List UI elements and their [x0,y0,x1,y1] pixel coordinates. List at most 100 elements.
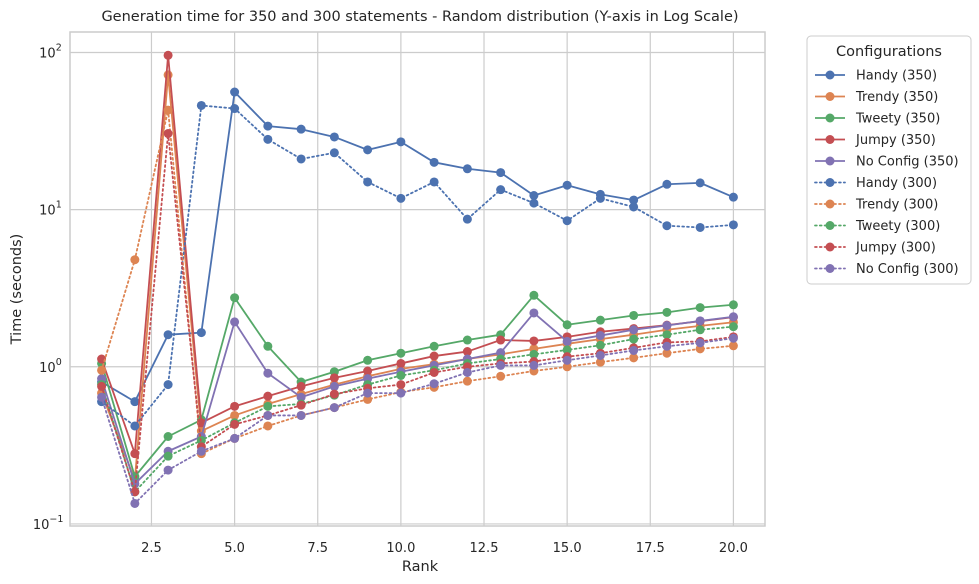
x-tick-label: 2.5 [141,541,162,556]
data-point [429,177,439,187]
data-point [296,400,306,410]
x-axis-ticks: 2.5 5.0 7.5 10.0 12.5 15.0 17.5 20.0 [141,541,748,556]
data-point [662,321,672,331]
data-point [629,334,639,344]
data-point [230,401,240,411]
legend-label: Jumpy (300) [855,241,936,256]
data-point [695,325,705,335]
data-point [595,331,605,341]
data-point [230,87,240,97]
legend-item: Trendy (300) [814,198,938,213]
series-line [101,91,734,403]
data-point [529,290,539,300]
axes-border [69,31,766,527]
data-point [97,381,107,391]
series-line [100,294,734,478]
data-point [529,198,539,208]
data-point [562,320,572,330]
data-point [728,220,738,230]
series-line [100,109,735,455]
data-point [396,380,406,390]
series-line [100,74,734,482]
y-tick-exponent: 1 [56,200,62,211]
data-point [462,335,472,345]
data-point [230,419,240,429]
x-axis-label: Rank [402,559,439,575]
legend-label: Handy (300) [856,176,937,191]
legend-item: Tweety (350) [815,112,940,127]
data-point [595,315,605,325]
data-point [728,300,738,310]
data-point [496,348,506,358]
data-point [296,410,306,420]
data-point [230,104,240,114]
data-point [695,222,705,232]
data-point [562,180,572,190]
data-point [296,381,306,391]
data-point [629,195,639,205]
data-point [529,360,539,370]
data-point [163,465,173,475]
data-point [695,338,705,348]
axes-frame [69,31,766,527]
data-point [462,367,472,377]
data-point [629,345,639,355]
data-point [662,348,672,358]
x-tick-label: 12.5 [470,541,499,556]
data-point [728,333,738,343]
y-tick-base: 10 [39,361,56,376]
data-point [728,192,738,202]
data-point [629,310,639,320]
y-tick-exponent: −1 [49,514,63,525]
data-point [429,351,439,361]
data-point [230,410,240,420]
data-point [329,389,339,399]
legend: Configurations Handy (350) Trendy (350) Tw… [806,35,972,285]
data-point [263,121,273,131]
data-point [363,355,373,365]
data-point [196,446,206,456]
data-point [196,328,206,338]
legend-swatch-marker [825,199,835,209]
y-tick-label: 10 0 [39,357,62,376]
data-point [230,293,240,303]
data-point [263,410,273,420]
data-point [562,345,572,355]
legend-label: Handy (350) [856,69,937,84]
data-point [163,451,173,461]
y-tick-label: 10 2 [39,42,62,61]
data-point [562,216,572,226]
y-tick-base: 10 [39,46,56,61]
data-point [329,132,339,142]
y-axis-label: Time (seconds) [9,234,25,346]
data-point [130,421,140,431]
data-point [396,370,406,380]
data-point [429,379,439,389]
data-point [629,353,639,363]
x-tick-label: 7.5 [307,541,328,556]
data-point [462,164,472,174]
data-point [163,129,173,139]
data-point [263,421,273,431]
legend-swatch-marker [825,135,835,144]
legend-item: Handy (300) [814,176,937,191]
legend-item: Jumpy (300) [814,241,936,256]
data-point [529,349,539,359]
data-point [695,178,705,188]
data-point [230,317,240,327]
legend-item: Handy (350) [815,69,937,84]
data-point [163,380,173,390]
legend-title: Configurations [836,44,942,60]
series-line [100,325,735,493]
data-point [396,388,406,398]
legend-swatch-marker [825,221,835,230]
data-point [163,105,173,115]
legend-label: Tweety (350) [855,112,940,127]
data-point [130,397,140,407]
series-line [100,312,734,485]
data-point [629,202,639,212]
legend-frame [806,35,972,285]
data-point [396,348,406,358]
